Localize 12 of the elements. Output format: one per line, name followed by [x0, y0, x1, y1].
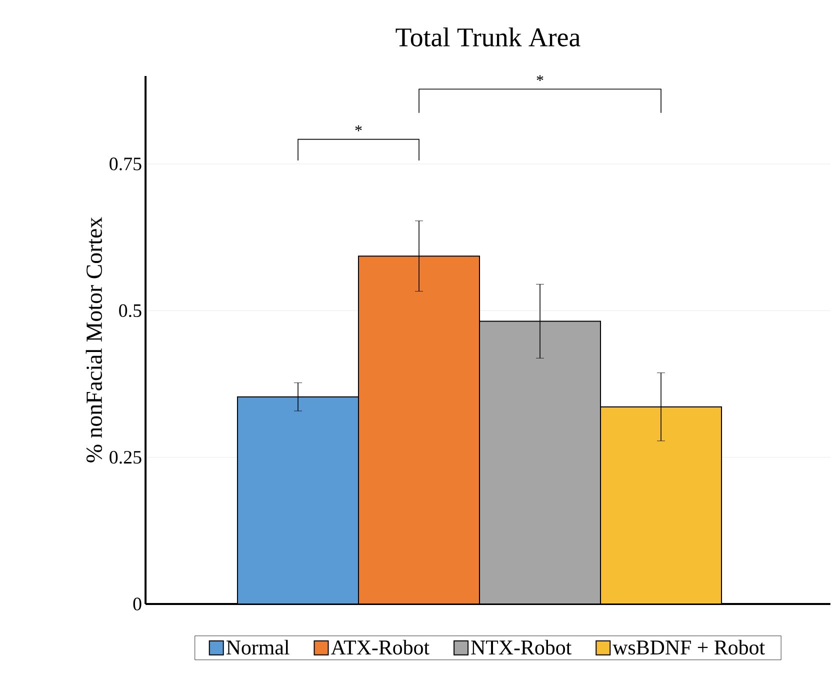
y-tick-label: 0.5: [119, 304, 142, 318]
annotation: *: [536, 75, 544, 82]
y-axis-title: % nonFacial Motor Cortex: [86, 217, 102, 462]
y-tick-label: 0.25: [110, 450, 142, 464]
annotation: *: [355, 125, 362, 132]
chart-title: Total Trunk Area: [396, 28, 580, 46]
y-tick-label: 0: [133, 598, 142, 610]
y-tick-label: 0.75: [110, 158, 142, 170]
legend-label: Normal: [226, 640, 290, 655]
legend-label: NTX-Robot: [471, 640, 572, 655]
legend-label: ATX-Robot: [330, 640, 430, 655]
legend-label: wsBDNF + Robot: [612, 640, 765, 655]
